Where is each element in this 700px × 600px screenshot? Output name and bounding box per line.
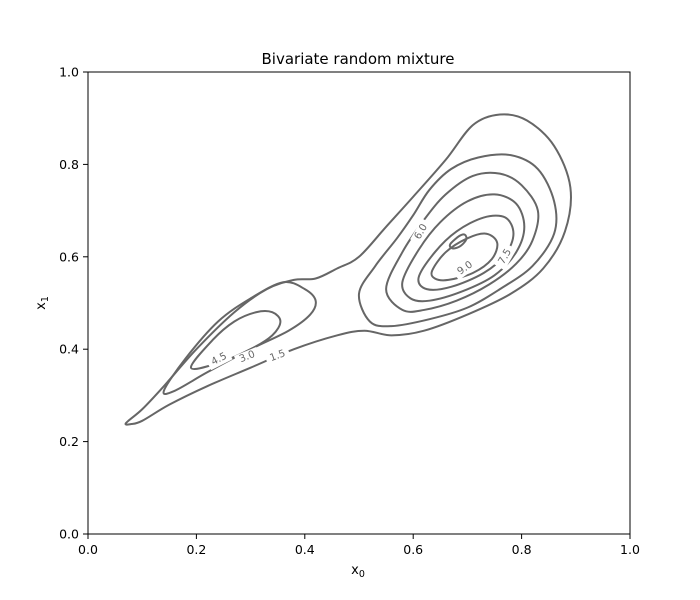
- contour-label-background-4-5: [205, 348, 233, 371]
- contour-label-background-9: [451, 256, 479, 281]
- contour-labels: 1.53.04.56.07.59.0: [205, 218, 517, 371]
- contour-label-background-6: [410, 218, 433, 246]
- chart-title: Bivariate random mixture: [262, 50, 455, 68]
- contour-lines: [124, 113, 572, 426]
- contour-line-level-9-0: [430, 232, 499, 282]
- contour-label-background-7-5: [494, 243, 517, 271]
- y-axis-label-subscript: 1: [40, 296, 51, 302]
- contour-line-level-3-0: [162, 280, 317, 395]
- y-axis-label: x1: [34, 296, 51, 310]
- x-tick-label-0: 0.0: [78, 542, 98, 557]
- x-tick-label-1: 0.2: [186, 542, 206, 557]
- y-tick-label-5: 1.0: [59, 65, 79, 80]
- y-tick-label-4: 0.8: [59, 157, 79, 172]
- contour-label-background-3: [233, 346, 261, 368]
- contour-label-background-1-5: [264, 346, 292, 366]
- contour-line-level-4-5-1: [385, 171, 540, 313]
- x-tick-label-2: 0.4: [295, 542, 315, 557]
- x-tick-label-4: 0.8: [512, 542, 532, 557]
- y-tick-label-1: 0.2: [59, 434, 79, 449]
- x-axis-label-base: x: [351, 563, 359, 578]
- y-axis-label-base: x: [34, 302, 49, 310]
- plot-area: 1.53.04.56.07.59.0: [87, 71, 631, 535]
- x-axis-ticks: 0.0 0.2 0.4 0.6 0.8 1.0: [78, 534, 640, 557]
- y-tick-label-2: 0.4: [59, 342, 79, 357]
- y-tick-label-0: 0.0: [59, 527, 79, 542]
- x-axis-label: x0: [351, 563, 365, 580]
- y-tick-label-3: 0.6: [59, 249, 79, 264]
- contour-line-level-9-1: [448, 233, 468, 250]
- x-axis-label-subscript: 0: [359, 569, 365, 580]
- contour-label-1-5: 1.5: [268, 348, 287, 364]
- contour-line-level-3-1: [357, 153, 558, 328]
- contour-line-level-6-0: [401, 193, 526, 303]
- plot-frame: [87, 71, 631, 535]
- x-tick-label-5: 1.0: [620, 542, 640, 557]
- contour-line-level-7-5-0: [417, 214, 515, 291]
- x-tick-label-3: 0.6: [403, 542, 423, 557]
- y-axis-ticks: 0.0 0.2 0.4 0.6 0.8 1.0: [59, 65, 88, 542]
